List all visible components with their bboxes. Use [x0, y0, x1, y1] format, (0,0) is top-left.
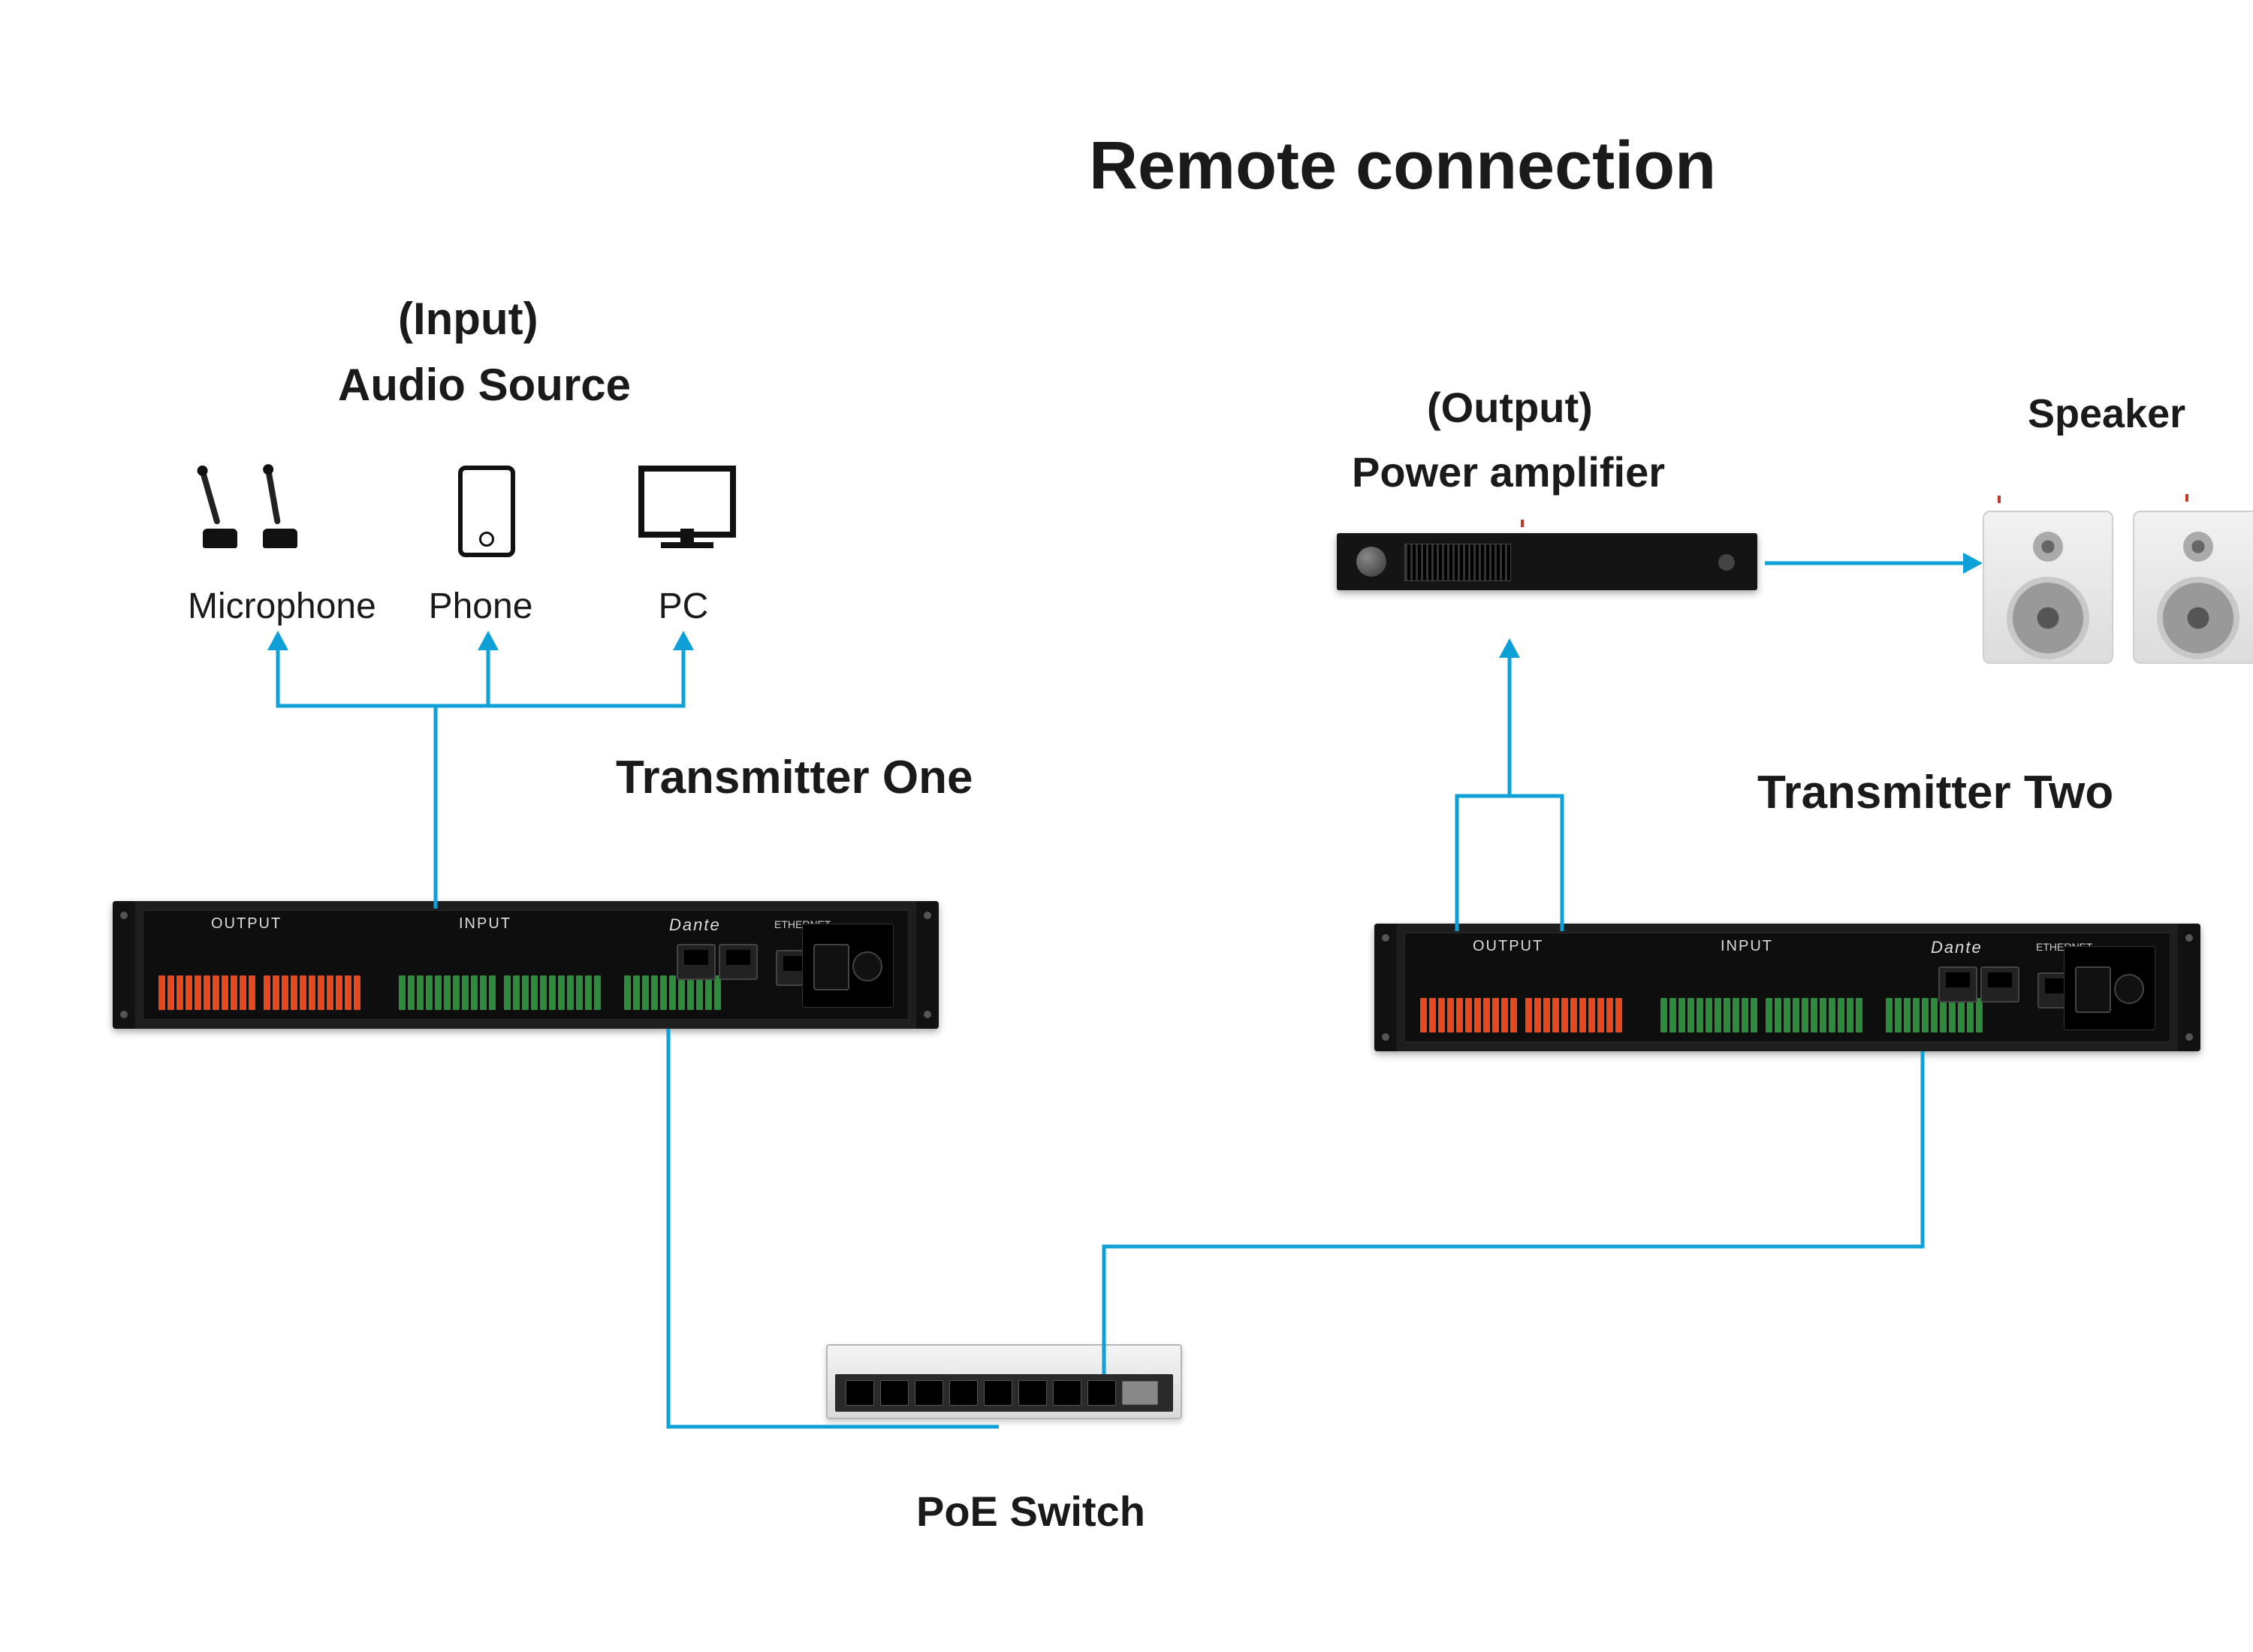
phone-icon [458, 466, 515, 557]
diagram-canvas: Remote connection (Input) Audio Source (… [0, 0, 2253, 1652]
red-tick [2185, 494, 2188, 502]
input-section-label: INPUT [1721, 938, 1773, 955]
switch-port-icon [984, 1380, 1012, 1406]
power-amplifier [1337, 533, 1757, 590]
input-heading-line1: (Input) [398, 293, 538, 345]
output-section-label: OUTPUT [211, 915, 282, 933]
switch-port-icon [1018, 1380, 1047, 1406]
transmitter-one-rack: OUTPUT INPUT Dante ETHERNET [113, 901, 939, 1029]
phone-label: Phone [391, 586, 571, 627]
amp-knob2-icon [1718, 554, 1735, 571]
microphone-icon [263, 466, 297, 548]
output-heading-line2: Power amplifier [1352, 448, 1665, 496]
speaker-heading: Speaker [2028, 390, 2185, 437]
input-section-label: INPUT [459, 915, 511, 933]
input-heading-line2: Audio Source [338, 359, 631, 411]
switch-port-icon [846, 1380, 874, 1406]
amp-grille-icon [1404, 544, 1511, 581]
switch-port-icon [1053, 1380, 1081, 1406]
amp-knob-icon [1356, 547, 1386, 577]
brand-label: Dante [669, 915, 721, 935]
output-section-label: OUTPUT [1473, 938, 1543, 955]
transmitter-two-label: Transmitter Two [1757, 766, 2113, 819]
microphone-label: Microphone [188, 586, 368, 627]
red-tick [1998, 496, 2001, 503]
transmitter-one-label: Transmitter One [616, 751, 973, 804]
switch-port-icon [1087, 1380, 1116, 1406]
speaker-left [1983, 511, 2113, 664]
power-inlet-icon [2064, 946, 2155, 1030]
rj45-port-icon [719, 944, 758, 980]
microphone-icon [203, 466, 237, 548]
transmitter-two-rack: OUTPUT INPUT Dante ETHERNET [1374, 924, 2200, 1051]
pc-icon [638, 466, 736, 548]
switch-sfp-icon [1122, 1381, 1158, 1405]
output-heading-line1: (Output) [1427, 383, 1593, 432]
rj45-port-icon [677, 944, 716, 980]
brand-label: Dante [1931, 938, 1983, 957]
page-title: Remote connection [1089, 128, 1716, 205]
pc-label: PC [593, 586, 774, 627]
rj45-port-icon [1938, 966, 1977, 1002]
speaker-right [2133, 511, 2253, 664]
rj45-port-icon [1980, 966, 2019, 1002]
switch-port-icon [915, 1380, 943, 1406]
power-inlet-icon [802, 924, 894, 1008]
switch-port-icon [880, 1380, 909, 1406]
poe-switch [826, 1344, 1182, 1419]
red-tick [1521, 520, 1524, 527]
poe-switch-label: PoE Switch [916, 1487, 1145, 1536]
switch-port-icon [949, 1380, 978, 1406]
